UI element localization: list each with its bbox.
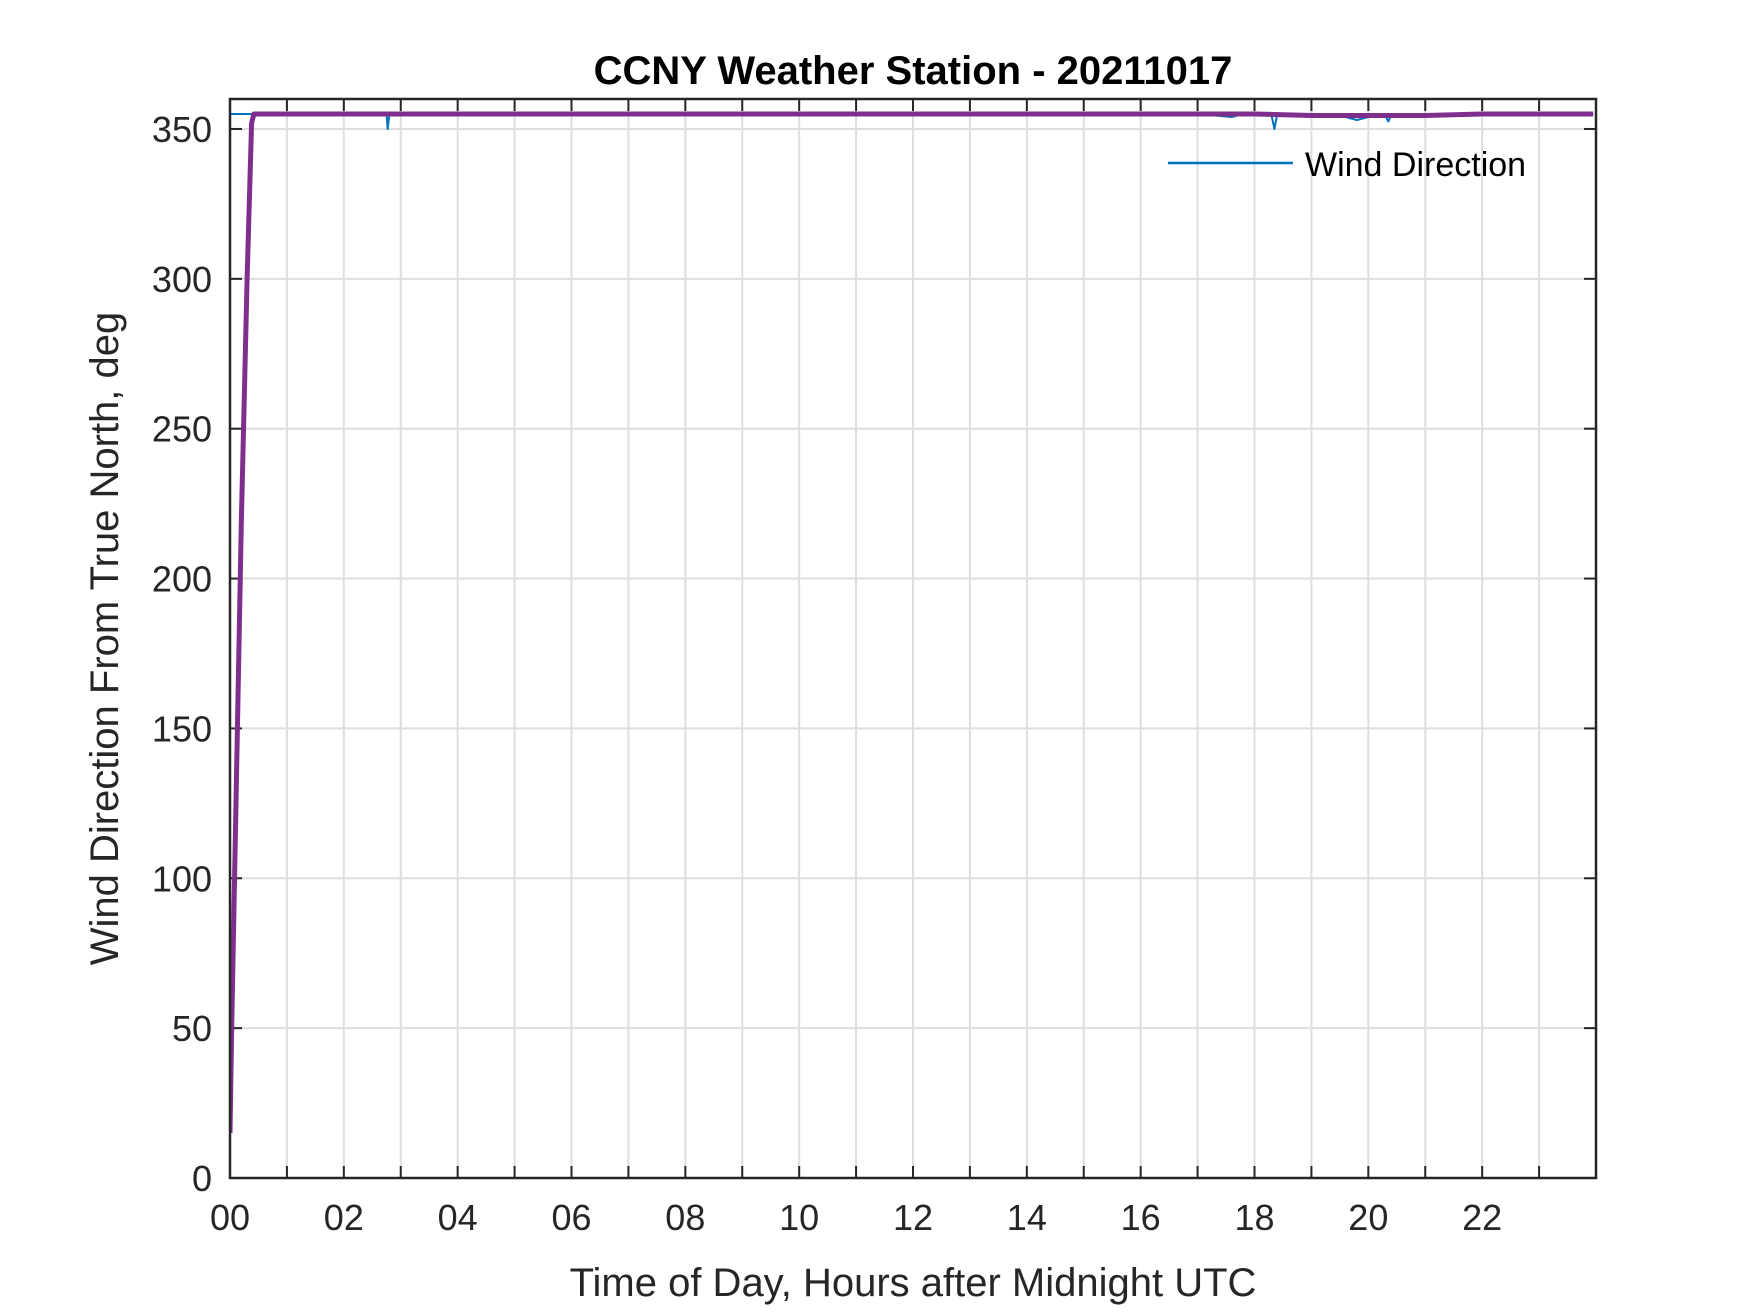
x-tick-label: 04: [438, 1197, 478, 1238]
legend-label-wind-direction: Wind Direction: [1305, 146, 1526, 184]
y-tick-label: 50: [172, 1008, 212, 1049]
x-tick-label: 10: [779, 1197, 819, 1238]
series-line-1: [230, 111, 1594, 1134]
plot-frame: [228, 97, 1598, 1180]
y-tick-labels: 0 50 100 150 200 250 300 350: [152, 109, 212, 1199]
series-lines: [230, 111, 1594, 1134]
y-tick-label: 150: [152, 708, 212, 749]
x-tick-label: 12: [893, 1197, 933, 1238]
y-tick-label: 250: [152, 409, 212, 450]
x-axis-label: Time of Day, Hours after Midnight UTC: [570, 1261, 1257, 1305]
x-tick-label: 22: [1462, 1197, 1502, 1238]
x-tick-label: 18: [1234, 1197, 1274, 1238]
x-tick-label: 00: [210, 1197, 250, 1238]
chart-title: CCNY Weather Station - 20211017: [594, 49, 1233, 93]
x-tick-label: 08: [665, 1197, 705, 1238]
x-tick-label: 16: [1121, 1197, 1161, 1238]
x-tick-label: 06: [551, 1197, 591, 1238]
legend: Wind Direction: [1168, 146, 1526, 184]
x-tick-label: 14: [1007, 1197, 1047, 1238]
x-tick-label: 20: [1348, 1197, 1388, 1238]
grid-lines: [230, 99, 1596, 1178]
x-tick-labels: 00 02 04 06 08 10 12 14 16 18 20 22: [210, 1197, 1502, 1238]
y-tick-label: 200: [152, 559, 212, 600]
y-tick-label: 0: [192, 1158, 212, 1199]
y-tick-label: 300: [152, 259, 212, 300]
x-tick-label: 02: [324, 1197, 364, 1238]
y-axis-label: Wind Direction From True North, deg: [83, 312, 127, 966]
y-tick-label: 100: [152, 858, 212, 899]
y-tick-label: 350: [152, 109, 212, 150]
